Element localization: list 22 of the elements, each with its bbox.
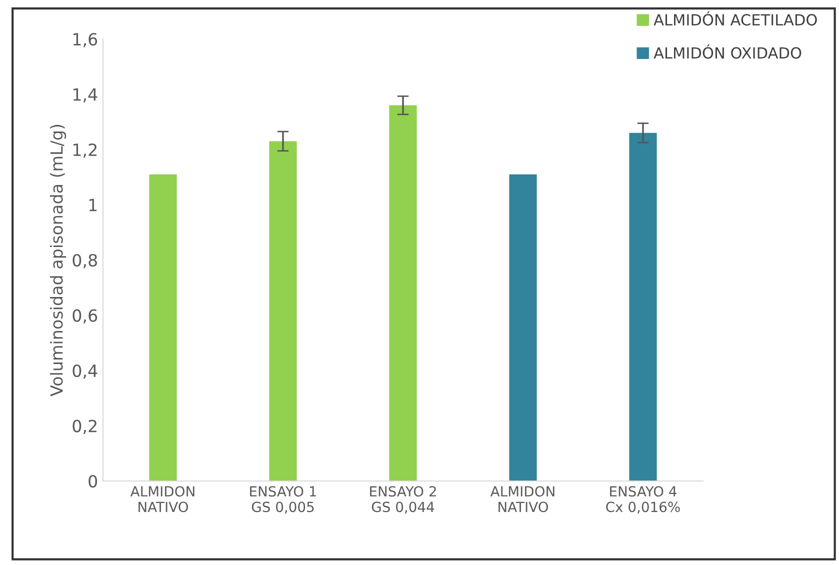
legend-label: ALMIDÓN ACETILADO — [654, 11, 817, 26]
y-tick-label: 0,2 — [72, 420, 96, 434]
y-tick-label: 0,8 — [72, 254, 97, 268]
x-tick-label: ALMIDON NATIVO — [490, 486, 554, 512]
y-tick-label: 0,6 — [72, 309, 98, 324]
bar — [389, 105, 417, 481]
bar — [149, 174, 177, 481]
x-tick-label: ENSAYO 2 GS 0,044 — [370, 486, 436, 514]
y-axis-title: Voluminosidad apisonada (mL/g) — [50, 124, 66, 396]
bar — [629, 132, 657, 481]
legend-label: ALMIDÓN OXIDADO — [654, 44, 802, 59]
y-tick-label: 1,2 — [73, 143, 96, 158]
y-tick-label: 1,6 — [73, 32, 98, 48]
y-tick-label: 1,4 — [73, 88, 98, 103]
y-tick-label: 0,4 — [72, 364, 98, 379]
x-tick-label: ENSAYO 4 Cx 0,016% — [606, 486, 680, 514]
x-tick-label: ENSAYO 1 GS 0,005 — [250, 486, 316, 514]
y-tick-label: 1 — [89, 198, 97, 212]
bar — [269, 141, 297, 481]
bar — [509, 174, 537, 481]
x-tick-label: ALMIDON NATIVO — [130, 486, 194, 512]
y-tick-label: 0 — [88, 474, 98, 488]
